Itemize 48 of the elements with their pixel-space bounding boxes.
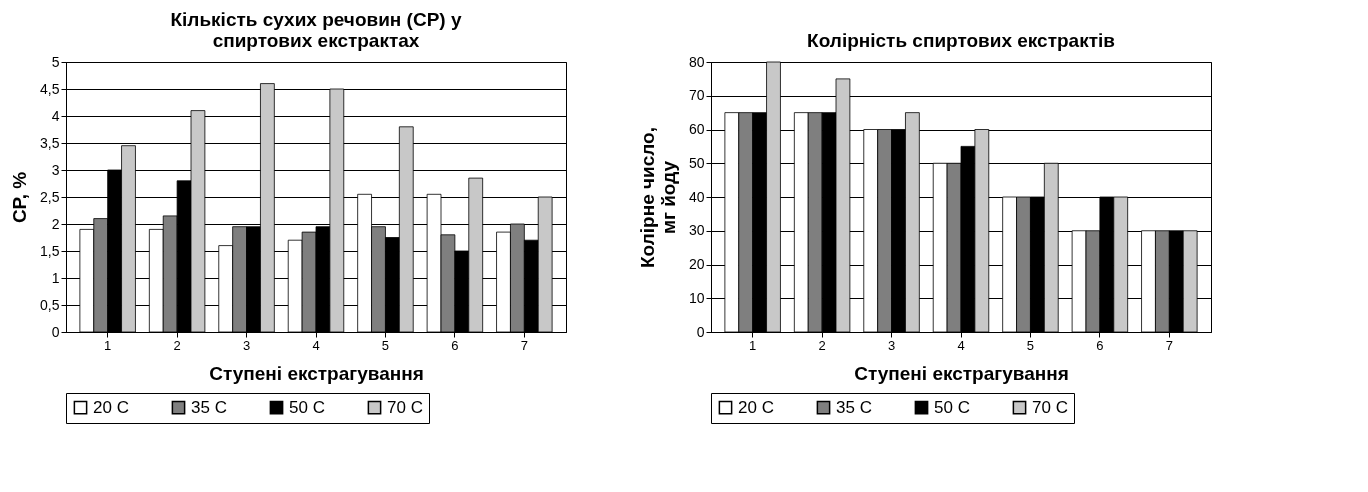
y-tick-label: 4,5: [40, 80, 60, 97]
y-tick-label: 40: [688, 188, 705, 205]
y-tick-label: 2,5: [40, 188, 60, 205]
y-tick-label: 4: [51, 107, 60, 124]
y-tick-label: 30: [688, 222, 705, 239]
y-tick-label: 0,5: [40, 296, 60, 313]
x-tick-label: 1: [749, 337, 757, 353]
x-tick-label: 3: [242, 337, 251, 353]
x-tick-label: 7: [1165, 337, 1173, 353]
legend-label: 35 С: [836, 397, 872, 417]
x-tick-label: 6: [1096, 337, 1104, 353]
x-tick-label: 4: [312, 337, 320, 353]
x-axis-title: Ступені екстрагування: [854, 362, 1069, 384]
x-tick-label: 6: [451, 337, 459, 353]
y-tick-label: 0: [696, 323, 705, 340]
legend-label: 50 С: [289, 397, 325, 417]
legend-label: 20 С: [738, 397, 774, 417]
legend-label: 20 С: [93, 397, 129, 417]
legend-label: 70 С: [1032, 397, 1068, 417]
x-tick-label: 1: [104, 337, 112, 353]
x-tick-label: 5: [381, 337, 390, 353]
x-tick-label: 4: [957, 337, 965, 353]
y-tick-label: 10: [688, 289, 705, 306]
x-tick-label: 2: [173, 337, 181, 353]
x-axis-title: Ступені екстрагування: [209, 362, 424, 384]
chart-title: Кількість сухих речовин (СР) у спиртових екстрактах: [170, 9, 462, 51]
x-tick-label: 7: [520, 337, 528, 353]
y-tick-label: 1: [51, 269, 60, 286]
x-tick-label: 2: [818, 337, 826, 353]
y-tick-label: 50: [688, 154, 705, 171]
legend-label: 70 С: [387, 397, 423, 417]
y-tick-label: 80: [688, 53, 705, 70]
y-tick-label: 3: [51, 161, 60, 178]
y-tick-label: 2: [51, 215, 60, 232]
chart-title: Колірність спиртових екстрактів: [807, 30, 1115, 51]
legend-label: 35 С: [191, 397, 227, 417]
y-tick-label: 60: [688, 121, 705, 137]
y-axis-title: Колірне число, мг йоду: [636, 127, 679, 268]
y-tick-label: 0: [51, 323, 60, 340]
x-tick-label: 3: [887, 337, 896, 353]
y-tick-label: 3,5: [40, 134, 60, 151]
x-tick-label: 5: [1026, 337, 1035, 353]
y-axis-title: СР, %: [9, 171, 31, 224]
legend-label: 50 С: [934, 397, 970, 417]
y-tick-label: 70: [688, 87, 705, 104]
y-tick-label: 20: [688, 256, 705, 272]
y-tick-label: 1,5: [40, 242, 60, 259]
y-tick-label: 5: [51, 53, 60, 70]
